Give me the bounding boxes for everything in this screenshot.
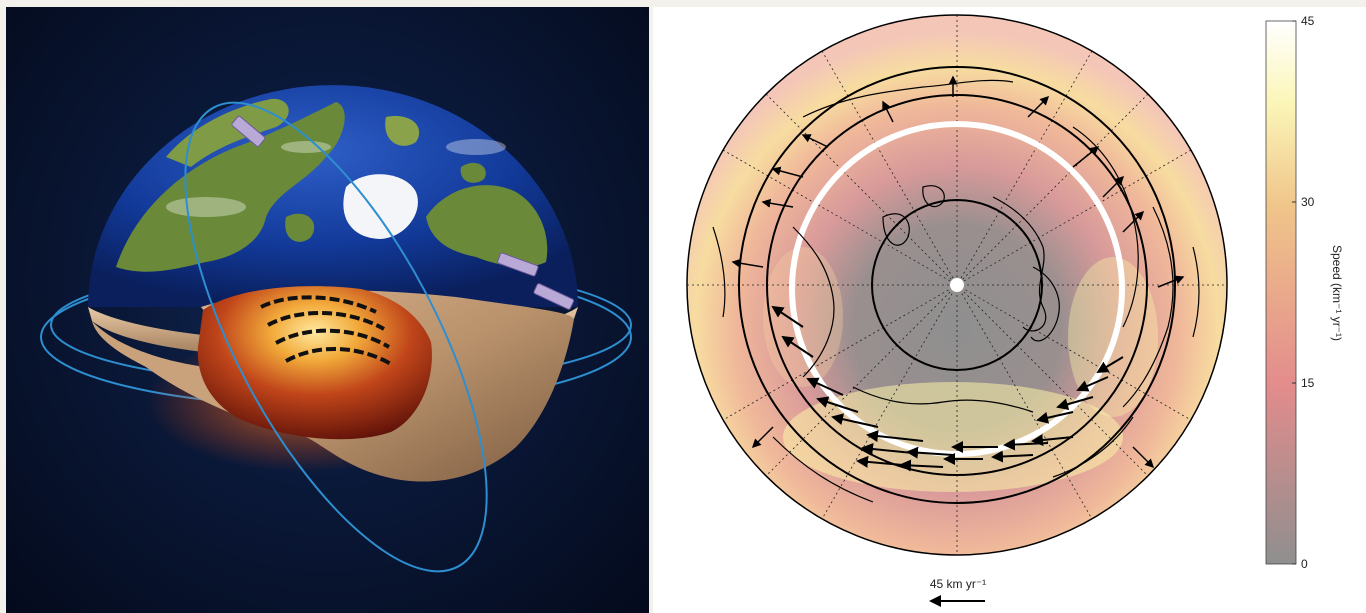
continents — [116, 98, 548, 272]
colorbar-tick-label: 0 — [1301, 557, 1308, 571]
flow-arrows-scattered — [731, 75, 1185, 469]
latitude-ring-3 — [871, 199, 1043, 371]
north-pole-marker — [950, 278, 964, 292]
colorbar-tick-label: 30 — [1301, 195, 1315, 209]
colorbar — [1265, 20, 1297, 565]
polar-orbit — [184, 101, 488, 573]
latitude-ring-2 — [766, 94, 1148, 476]
colorbar-title: Speed (km⁻¹ yr⁻¹) — [1330, 245, 1344, 341]
polar-velocity-map-panel: 45 km yr⁻¹ 0 15 30 45 Speed (km⁻¹ yr⁻¹) — [653, 7, 1366, 613]
satellite-icon — [231, 115, 266, 147]
greenland-icon — [343, 174, 418, 239]
satellite-icon — [533, 283, 575, 310]
outer-map-border — [686, 14, 1228, 556]
high-speed-band-west — [763, 247, 843, 387]
latitude-ring-1 — [738, 66, 1176, 504]
earth-cutaway-svg — [40, 85, 632, 573]
flow-arrows-band — [771, 305, 1124, 472]
colorbar-tick-label: 45 — [1301, 14, 1315, 28]
polar-map-svg: 45 km yr⁻¹ 0 15 30 45 Speed (km⁻¹ yr⁻¹) — [686, 14, 1344, 607]
earth-cutaway-illustration — [6, 7, 649, 613]
satellite-icon — [497, 252, 539, 277]
colorbar-tick-label: 15 — [1301, 376, 1315, 390]
coastlines — [712, 79, 1200, 503]
colorbar-ticks: 0 15 30 45 — [1292, 14, 1315, 571]
tangent-cylinder-circle — [789, 121, 1125, 457]
core-flow-arrows — [260, 295, 392, 366]
scale-arrow-label: 45 km yr⁻¹ — [930, 577, 986, 591]
